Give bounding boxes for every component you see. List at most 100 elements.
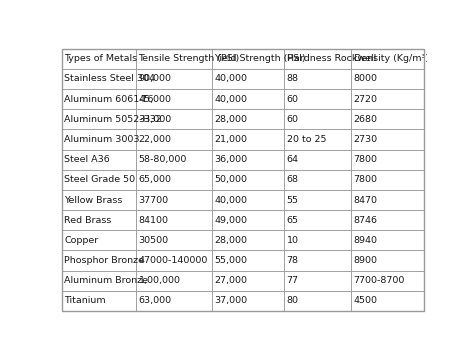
Text: Tensile Strength (PSI): Tensile Strength (PSI) — [138, 54, 240, 63]
Text: Red Brass: Red Brass — [64, 216, 112, 225]
Text: 20 to 25: 20 to 25 — [287, 135, 326, 144]
Bar — [62, 271, 137, 291]
Bar — [351, 109, 424, 129]
Text: 2720: 2720 — [354, 94, 378, 104]
Text: 22,000: 22,000 — [138, 135, 172, 144]
Text: 64: 64 — [287, 155, 299, 164]
Bar — [137, 69, 212, 89]
Text: 28,000: 28,000 — [214, 115, 247, 124]
Bar — [212, 271, 284, 291]
Text: 10: 10 — [287, 236, 299, 245]
Text: 60: 60 — [287, 94, 299, 104]
Bar — [212, 190, 284, 210]
Text: Phosphor Bronze: Phosphor Bronze — [64, 256, 145, 265]
Text: 2680: 2680 — [354, 115, 378, 124]
Bar — [137, 49, 212, 69]
Text: Aluminum Bronze: Aluminum Bronze — [64, 276, 148, 285]
Bar — [137, 149, 212, 170]
Bar — [212, 149, 284, 170]
Bar — [212, 230, 284, 251]
Bar — [212, 129, 284, 149]
Text: 77: 77 — [287, 276, 299, 285]
Bar — [351, 69, 424, 89]
Text: 45,000: 45,000 — [138, 94, 172, 104]
Text: 55,000: 55,000 — [214, 256, 247, 265]
Text: Aluminum 6061-T6: Aluminum 6061-T6 — [64, 94, 154, 104]
Text: 60: 60 — [287, 115, 299, 124]
Bar — [351, 271, 424, 291]
Bar — [212, 170, 284, 190]
Bar — [137, 170, 212, 190]
Text: Yellow Brass: Yellow Brass — [64, 196, 123, 204]
Text: Copper: Copper — [64, 236, 99, 245]
Bar — [137, 109, 212, 129]
Text: 7800: 7800 — [354, 175, 378, 184]
Text: 33,000: 33,000 — [138, 115, 172, 124]
Bar — [212, 109, 284, 129]
Text: 37,000: 37,000 — [214, 296, 247, 305]
Text: 68: 68 — [287, 175, 299, 184]
Text: 7700-8700: 7700-8700 — [354, 276, 405, 285]
Text: 78: 78 — [287, 256, 299, 265]
Bar — [62, 129, 137, 149]
Bar — [137, 251, 212, 271]
Text: 36,000: 36,000 — [214, 155, 247, 164]
Bar — [351, 170, 424, 190]
Text: 40,000: 40,000 — [214, 75, 247, 83]
Bar — [284, 109, 351, 129]
Text: Titanium: Titanium — [64, 296, 106, 305]
Bar — [62, 210, 137, 230]
Bar — [62, 89, 137, 109]
Bar — [284, 149, 351, 170]
Text: 90,000: 90,000 — [138, 75, 172, 83]
Text: 1,00,000: 1,00,000 — [138, 276, 181, 285]
Bar — [137, 210, 212, 230]
Bar — [351, 230, 424, 251]
Bar — [62, 251, 137, 271]
Bar — [351, 291, 424, 311]
Text: 49,000: 49,000 — [214, 216, 247, 225]
Text: Aluminum 5052-H32: Aluminum 5052-H32 — [64, 115, 162, 124]
Bar — [137, 291, 212, 311]
Text: Steel A36: Steel A36 — [64, 155, 110, 164]
Text: 8940: 8940 — [354, 236, 378, 245]
Text: 7800: 7800 — [354, 155, 378, 164]
Text: 8000: 8000 — [354, 75, 378, 83]
Bar — [137, 230, 212, 251]
Text: 40,000: 40,000 — [214, 196, 247, 204]
Bar — [212, 89, 284, 109]
Text: Stainless Steel 304: Stainless Steel 304 — [64, 75, 155, 83]
Bar — [62, 230, 137, 251]
Bar — [212, 69, 284, 89]
Text: 80: 80 — [287, 296, 299, 305]
Text: 50,000: 50,000 — [214, 175, 247, 184]
Bar — [137, 271, 212, 291]
Bar — [284, 210, 351, 230]
Bar — [351, 129, 424, 149]
Bar — [137, 129, 212, 149]
Bar — [351, 210, 424, 230]
Text: Steel Grade 50: Steel Grade 50 — [64, 175, 136, 184]
Bar — [284, 271, 351, 291]
Bar — [284, 89, 351, 109]
Bar — [212, 210, 284, 230]
Bar — [284, 49, 351, 69]
Text: Density (Kg/m³): Density (Kg/m³) — [354, 54, 428, 63]
Bar — [137, 89, 212, 109]
Text: 8746: 8746 — [354, 216, 378, 225]
Bar — [351, 89, 424, 109]
Text: 40,000: 40,000 — [214, 94, 247, 104]
Bar — [284, 291, 351, 311]
Text: 55: 55 — [287, 196, 299, 204]
Text: Types of Metals: Types of Metals — [64, 54, 137, 63]
Text: 47000-140000: 47000-140000 — [138, 256, 208, 265]
Bar — [284, 190, 351, 210]
Text: 37700: 37700 — [138, 196, 169, 204]
Text: 65: 65 — [287, 216, 299, 225]
Bar — [212, 49, 284, 69]
Bar — [62, 190, 137, 210]
Text: 65,000: 65,000 — [138, 175, 172, 184]
Text: 4500: 4500 — [354, 296, 378, 305]
Text: 58-80,000: 58-80,000 — [138, 155, 187, 164]
Text: 21,000: 21,000 — [214, 135, 247, 144]
